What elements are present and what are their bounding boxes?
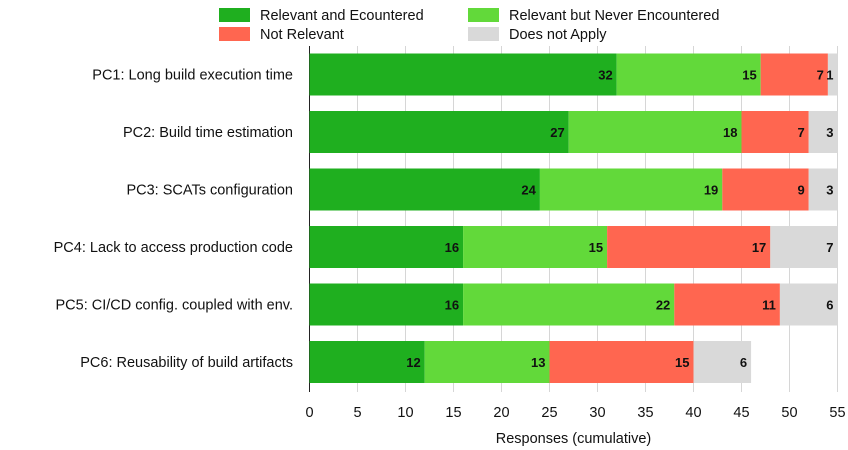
x-tick-label-5: 5 bbox=[353, 405, 361, 421]
bar-pc2-relevant-and-ecountered bbox=[309, 111, 569, 153]
value-label-pc3-relevant-and-ecountered: 24 bbox=[521, 183, 536, 198]
bar-pc3-not-relevant bbox=[722, 168, 809, 211]
category-labels: PC1: Long build execution time PC2: Build… bbox=[54, 68, 293, 372]
value-label-pc4-relevant-but-never-encountered: 15 bbox=[589, 240, 603, 255]
value-label-pc4-not-relevant: 17 bbox=[752, 240, 766, 255]
value-label-pc2-relevant-and-ecountered: 27 bbox=[550, 125, 564, 140]
bar-pc1-does-not-apply bbox=[827, 53, 838, 96]
value-label-pc3-not-relevant: 9 bbox=[797, 183, 804, 198]
bar-pc6-relevant-but-never-encountered bbox=[424, 341, 550, 383]
value-label-pc5-not-relevant: 11 bbox=[762, 298, 776, 313]
category-label-pc4: PC4: Lack to access production code bbox=[54, 240, 293, 256]
value-label-pc5-relevant-but-never-encountered: 22 bbox=[656, 298, 670, 313]
category-label-pc1: PC1: Long build execution time bbox=[92, 68, 293, 84]
category-label-pc3: PC3: SCATs configuration bbox=[126, 183, 293, 199]
x-tick-label-35: 35 bbox=[637, 405, 653, 421]
value-label-pc6-does-not-apply: 6 bbox=[740, 355, 747, 370]
legend-label-relevant-but-never-encountered: Relevant but Never Encountered bbox=[509, 8, 719, 24]
x-tick-label-30: 30 bbox=[589, 405, 605, 421]
value-label-pc4-relevant-and-ecountered: 16 bbox=[445, 240, 459, 255]
category-label-pc2: PC2: Build time estimation bbox=[123, 125, 293, 141]
bar-pc5-relevant-but-never-encountered bbox=[463, 283, 675, 326]
legend-swatch-relevant-and-ecountered bbox=[219, 8, 250, 22]
bar-pc3-relevant-and-ecountered bbox=[309, 168, 540, 211]
bar-pc5-relevant-and-ecountered bbox=[309, 283, 464, 326]
value-label-pc1-not-relevant: 7 bbox=[817, 68, 824, 83]
grid bbox=[309, 46, 838, 392]
value-label-pc6-relevant-and-ecountered: 12 bbox=[406, 355, 420, 370]
bar-pc3-does-not-apply bbox=[808, 168, 838, 211]
bars: 32 15 7 127 18 7 324 19 9 316 15 17 716 22 11 612 13 15 6 bbox=[309, 53, 838, 383]
legend-swatch-does-not-apply bbox=[468, 27, 499, 41]
legend-swatch-relevant-but-never-encountered bbox=[468, 8, 499, 22]
legend-label-not-relevant: Not Relevant bbox=[260, 27, 344, 43]
legend: Relevant and Ecountered Relevant but Neve… bbox=[219, 8, 719, 43]
x-tick-label-0: 0 bbox=[305, 405, 313, 421]
bar-pc4-relevant-and-ecountered bbox=[309, 226, 464, 268]
x-axis-ticks: 0 5 10 15 20 25 30 35 40 45 50 55 bbox=[305, 405, 845, 421]
bar-pc6-not-relevant bbox=[549, 341, 694, 383]
bar-pc4-not-relevant bbox=[607, 226, 771, 268]
value-label-pc3-relevant-but-never-encountered: 19 bbox=[704, 183, 718, 198]
value-label-pc1-relevant-and-ecountered: 32 bbox=[598, 68, 612, 83]
bar-pc1-relevant-but-never-encountered bbox=[616, 53, 761, 96]
value-label-pc5-relevant-and-ecountered: 16 bbox=[445, 298, 459, 313]
x-tick-label-55: 55 bbox=[829, 405, 845, 421]
legend-swatch-not-relevant bbox=[219, 27, 250, 41]
x-tick-label-10: 10 bbox=[397, 405, 413, 421]
value-label-pc1-does-not-apply: 1 bbox=[826, 68, 833, 83]
x-tick-label-20: 20 bbox=[493, 405, 509, 421]
value-label-pc4-does-not-apply: 7 bbox=[826, 240, 833, 255]
bar-pc2-relevant-but-never-encountered bbox=[568, 111, 742, 153]
x-tick-label-45: 45 bbox=[733, 405, 749, 421]
x-axis-title: Responses (cumulative) bbox=[496, 431, 652, 447]
value-label-pc1-relevant-but-never-encountered: 15 bbox=[742, 68, 756, 83]
value-label-pc2-does-not-apply: 3 bbox=[826, 125, 833, 140]
x-tick-label-15: 15 bbox=[445, 405, 461, 421]
bar-pc5-not-relevant bbox=[674, 283, 780, 326]
value-label-pc3-does-not-apply: 3 bbox=[826, 183, 833, 198]
bar-pc1-relevant-and-ecountered bbox=[309, 53, 617, 96]
bar-pc1-not-relevant bbox=[760, 53, 828, 96]
bar-pc4-does-not-apply bbox=[770, 226, 838, 268]
bar-pc3-relevant-but-never-encountered bbox=[539, 168, 723, 211]
value-label-pc5-does-not-apply: 6 bbox=[826, 298, 833, 313]
bar-pc2-does-not-apply bbox=[808, 111, 838, 153]
bar-pc2-not-relevant bbox=[741, 111, 809, 153]
legend-label-relevant-and-ecountered: Relevant and Ecountered bbox=[260, 8, 424, 24]
x-tick-label-40: 40 bbox=[685, 405, 701, 421]
x-tick-label-50: 50 bbox=[781, 405, 797, 421]
value-label-pc2-not-relevant: 7 bbox=[797, 125, 804, 140]
x-tick-label-25: 25 bbox=[541, 405, 557, 421]
legend-label-does-not-apply: Does not Apply bbox=[509, 27, 607, 43]
category-label-pc5: PC5: CI/CD config. coupled with env. bbox=[56, 298, 293, 314]
category-label-pc6: PC6: Reusability of build artifacts bbox=[80, 355, 293, 371]
value-label-pc6-not-relevant: 15 bbox=[675, 355, 689, 370]
bar-pc6-relevant-and-ecountered bbox=[309, 341, 425, 383]
bar-pc6-does-not-apply bbox=[693, 341, 752, 383]
bar-pc5-does-not-apply bbox=[779, 283, 838, 326]
value-label-pc2-relevant-but-never-encountered: 18 bbox=[723, 125, 737, 140]
bar-pc4-relevant-but-never-encountered bbox=[463, 226, 608, 268]
value-label-pc6-relevant-but-never-encountered: 13 bbox=[531, 355, 545, 370]
